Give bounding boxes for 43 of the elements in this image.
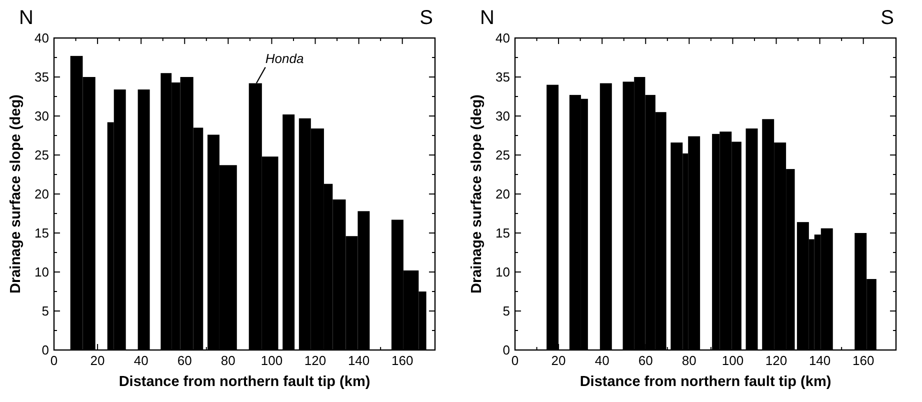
x-tick-label: 20 xyxy=(90,353,105,368)
x-tick-label: 160 xyxy=(391,353,414,368)
x-axis-title: Distance from northern fault tip (km) xyxy=(580,374,832,390)
y-axis-title: Drainage surface slope (deg) xyxy=(469,94,485,294)
text: N xyxy=(19,7,34,29)
y-tick-label: 40 xyxy=(496,30,510,46)
y-tick-label: 25 xyxy=(496,148,510,162)
x-tick-label: 120 xyxy=(304,353,326,368)
x-tick-label: 160 xyxy=(852,353,874,368)
y-tick-label: 40 xyxy=(34,30,49,46)
y-tick-label: 0 xyxy=(502,342,510,358)
x-tick-label: 20 xyxy=(551,353,566,368)
annotation: Honda xyxy=(265,51,304,66)
y-tick-label: 10 xyxy=(496,264,510,280)
y-tick-label: 20 xyxy=(496,186,510,202)
y-tick-label: 15 xyxy=(496,226,510,240)
x-tick-label: 140 xyxy=(348,353,370,368)
x-tick-label: 60 xyxy=(177,353,192,368)
x-tick-label: 60 xyxy=(638,353,653,368)
y-tick-label: 10 xyxy=(34,264,49,280)
x-tick-label: 120 xyxy=(765,353,788,368)
y-tick-label: 15 xyxy=(34,226,49,240)
y-tick-label: 30 xyxy=(34,108,49,124)
text: S xyxy=(420,7,433,29)
x-tick-label: 100 xyxy=(260,353,283,368)
x-tick-label: 40 xyxy=(594,353,610,368)
x-tick-label: 140 xyxy=(808,353,831,368)
x-tick-label: 80 xyxy=(682,353,696,368)
x-tick-label: 100 xyxy=(722,353,744,368)
y-tick-label: 5 xyxy=(42,304,49,318)
text: S xyxy=(880,7,894,29)
y-tick-label: 35 xyxy=(496,70,510,84)
y-tick-label: 20 xyxy=(34,186,49,202)
x-tick-label: 80 xyxy=(220,353,236,368)
x-tick-label: 40 xyxy=(134,353,148,368)
y-axis-title: Drainage surface slope (deg) xyxy=(8,94,24,294)
y-tick-label: 35 xyxy=(34,70,49,84)
y-tick-label: 30 xyxy=(496,108,510,124)
y-tick-label: 0 xyxy=(42,342,49,358)
y-tick-label: 25 xyxy=(34,148,49,162)
x-axis-title: Distance from northern fault tip (km) xyxy=(118,374,370,390)
text: N xyxy=(480,7,494,29)
y-tick-label: 5 xyxy=(502,304,510,318)
